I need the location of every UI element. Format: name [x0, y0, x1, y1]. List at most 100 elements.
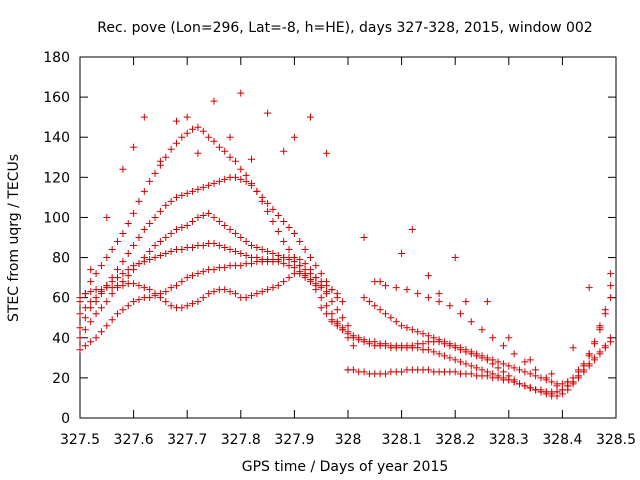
x-tick-label: 327.7	[167, 432, 207, 448]
data-point	[526, 356, 534, 364]
data-point	[601, 342, 609, 350]
data-point	[462, 298, 470, 306]
data-point	[521, 368, 529, 376]
data-point	[221, 264, 229, 272]
data-point	[258, 288, 266, 296]
data-point	[199, 268, 207, 276]
data-point	[97, 286, 105, 294]
data-point	[92, 294, 100, 302]
x-tick-label: 327.5	[60, 432, 100, 448]
data-point	[532, 386, 540, 394]
data-point	[301, 246, 309, 254]
data-point	[510, 350, 518, 358]
x-tick-label: 328	[335, 432, 362, 448]
data-point	[607, 282, 615, 290]
data-point	[532, 366, 540, 374]
data-point	[558, 380, 566, 388]
y-tick-label: 140	[43, 130, 70, 146]
data-point	[162, 201, 170, 209]
data-point	[76, 346, 84, 354]
data-point	[607, 294, 615, 302]
data-point	[499, 368, 507, 376]
data-point	[569, 380, 577, 388]
data-point	[398, 368, 406, 376]
data-point	[215, 177, 223, 185]
data-point	[569, 374, 577, 382]
data-point	[226, 153, 234, 161]
data-point	[382, 370, 390, 378]
data-point	[226, 133, 234, 141]
data-point	[499, 342, 507, 350]
data-point	[178, 223, 186, 231]
data-point	[494, 358, 502, 366]
data-point	[130, 242, 138, 250]
data-point	[344, 366, 352, 374]
data-point	[285, 246, 293, 254]
data-point	[231, 290, 239, 298]
data-point	[199, 183, 207, 191]
data-point	[81, 314, 89, 322]
data-point	[446, 302, 454, 310]
data-point	[290, 133, 298, 141]
data-point	[199, 211, 207, 219]
data-point	[221, 221, 229, 229]
data-point	[97, 328, 105, 336]
data-point	[167, 197, 175, 205]
data-point	[210, 137, 218, 145]
data-point	[210, 213, 218, 221]
data-point	[333, 306, 341, 314]
data-point	[194, 298, 202, 306]
data-point	[424, 346, 432, 354]
data-point	[424, 332, 432, 340]
data-point	[537, 388, 545, 396]
data-point	[499, 360, 507, 368]
data-point	[135, 197, 143, 205]
data-point	[285, 274, 293, 282]
data-point	[237, 89, 245, 97]
data-point	[151, 254, 159, 262]
data-point	[119, 229, 127, 237]
data-point	[87, 338, 95, 346]
data-point	[162, 298, 170, 306]
data-point	[140, 258, 148, 266]
data-point	[194, 213, 202, 221]
data-point	[339, 298, 347, 306]
data-point	[167, 248, 175, 256]
data-point	[130, 262, 138, 270]
data-point	[430, 334, 438, 342]
data-point	[376, 278, 384, 286]
chart-title: Rec. pove (Lon=296, Lat=-8, h=HE), days …	[97, 20, 592, 36]
data-point	[516, 380, 524, 388]
data-point	[323, 310, 331, 318]
data-point	[569, 344, 577, 352]
data-point	[601, 306, 609, 314]
data-point	[344, 330, 352, 338]
data-point	[151, 169, 159, 177]
data-point	[473, 350, 481, 358]
x-tick-label: 328.1	[382, 432, 422, 448]
data-point	[178, 246, 186, 254]
data-point	[489, 334, 497, 342]
data-point	[146, 256, 154, 264]
data-point	[457, 358, 465, 366]
data-point	[162, 288, 170, 296]
x-tick-label: 328.2	[435, 432, 475, 448]
data-point	[124, 302, 132, 310]
data-point	[199, 242, 207, 250]
data-point	[467, 370, 475, 378]
data-point	[135, 282, 143, 290]
data-point	[274, 256, 282, 264]
data-point	[248, 260, 256, 268]
data-point	[269, 250, 277, 258]
data-point	[87, 278, 95, 286]
data-point	[462, 360, 470, 368]
data-point	[92, 310, 100, 318]
data-point	[108, 278, 116, 286]
data-point	[269, 217, 277, 225]
data-point	[258, 246, 266, 254]
x-tick-label: 328.3	[489, 432, 529, 448]
data-point	[553, 392, 561, 400]
data-point	[264, 248, 272, 256]
data-point	[172, 139, 180, 147]
y-tick-label: 40	[52, 331, 70, 347]
